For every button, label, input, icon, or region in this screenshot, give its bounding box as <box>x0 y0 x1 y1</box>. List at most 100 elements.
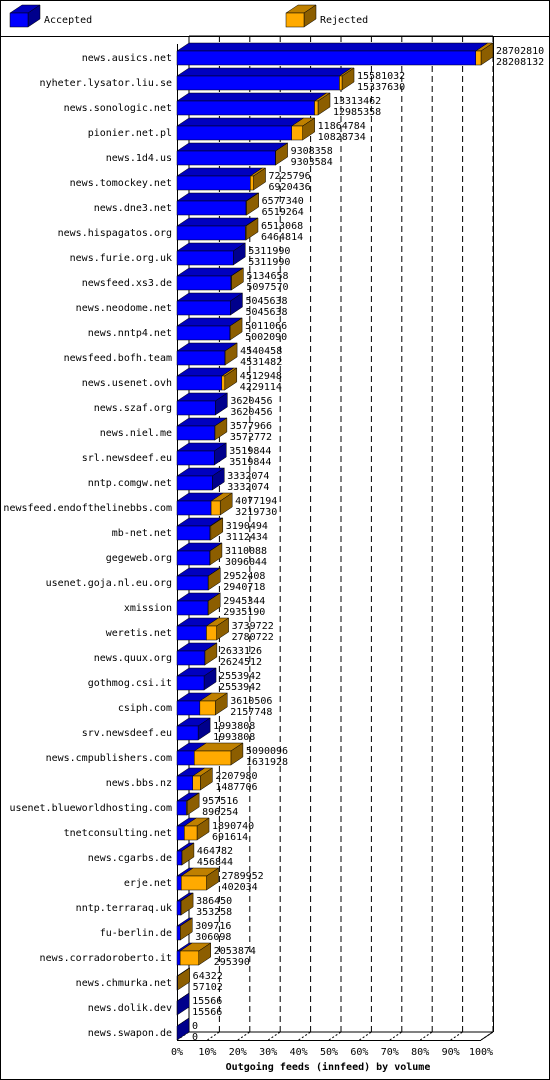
tick-mark <box>359 1031 372 1041</box>
tick-mark <box>207 1031 220 1041</box>
bar-rejected <box>179 950 200 966</box>
accepted-label: 9303584 <box>291 157 333 168</box>
bar-accepted <box>176 750 195 766</box>
total-label: 0 <box>192 1021 198 1032</box>
category-label: news.furie.org.uk <box>70 253 172 264</box>
total-label: 1890740 <box>212 821 254 832</box>
category-label: news.sonologic.net <box>64 103 172 114</box>
total-label: 2553942 <box>219 671 261 682</box>
total-label: 4512948 <box>240 371 282 382</box>
bar-accepted <box>176 350 226 366</box>
accepted-label: 28208132 <box>496 57 544 68</box>
bar-accepted <box>176 150 276 166</box>
bar-accepted <box>176 125 292 141</box>
accepted-label: 5311990 <box>248 257 290 268</box>
total-label: 5011066 <box>245 321 287 332</box>
accepted-label: 6519264 <box>262 207 304 218</box>
category-label: xmission <box>124 603 172 614</box>
accepted-label: 3332074 <box>227 482 269 493</box>
accepted-label: 3219730 <box>235 507 277 518</box>
bar-rejected <box>475 50 482 66</box>
category-label: srl.newsdeef.eu <box>82 453 172 464</box>
accepted-label: 2935190 <box>223 607 265 618</box>
category-label: newsfeed.bofh.team <box>64 353 172 364</box>
bar-rejected <box>291 125 303 141</box>
bar-rejected <box>199 700 216 716</box>
accepted-label: 1993808 <box>213 732 255 743</box>
total-label: 2952408 <box>223 571 265 582</box>
total-label: 309716 <box>195 921 231 932</box>
legend-label: Accepted <box>44 15 92 26</box>
category-label: news.dolik.dev <box>88 1003 172 1014</box>
total-label: 6513068 <box>261 221 303 232</box>
bar-rejected <box>314 100 319 116</box>
bar-accepted-top <box>176 142 289 152</box>
bar-accepted <box>176 100 315 116</box>
accepted-label: 4531482 <box>240 357 282 368</box>
category-label: news.cgarbs.de <box>88 853 172 864</box>
accepted-label: 2940718 <box>223 582 265 593</box>
tick-mark <box>450 1031 463 1041</box>
bar-rejected <box>206 625 217 641</box>
x-tick-label: 100% <box>469 1047 493 1058</box>
bar-rejected <box>221 375 226 391</box>
total-label: 4077194 <box>235 496 277 507</box>
total-label: 3577966 <box>230 421 272 432</box>
total-label: 3332074 <box>227 471 269 482</box>
bar-accepted <box>176 175 251 191</box>
category-label: news.1d4.us <box>106 153 172 164</box>
category-label: csiph.com <box>118 703 172 714</box>
accepted-label: 15337630 <box>357 82 405 93</box>
bar-accepted <box>176 425 216 441</box>
total-label: 2945344 <box>223 596 265 607</box>
total-label: 3610506 <box>230 696 272 707</box>
total-label: 64322 <box>193 971 223 982</box>
category-label: news.bbs.nz <box>106 778 172 789</box>
category-label: gegeweb.org <box>106 553 172 564</box>
total-label: 2633126 <box>220 646 262 657</box>
bar-accepted <box>176 950 181 966</box>
accepted-label: 12985358 <box>333 107 381 118</box>
total-label: 11864784 <box>318 121 366 132</box>
total-label: 3110088 <box>225 546 267 557</box>
category-label: nyheter.lysator.liu.se <box>40 78 172 89</box>
total-label: 4540458 <box>240 346 282 357</box>
accepted-label: 1487706 <box>215 782 257 793</box>
x-tick-label: 20% <box>229 1047 247 1058</box>
accepted-label: 5002090 <box>245 332 287 343</box>
category-label: nntp.comgw.net <box>88 478 172 489</box>
x-tick-label: 70% <box>381 1047 399 1058</box>
total-label: 5311990 <box>248 246 290 257</box>
accepted-label: 353258 <box>196 907 232 918</box>
bar-accepted <box>176 475 213 491</box>
bar-accepted <box>176 575 209 591</box>
bar-rejected <box>194 750 232 766</box>
accepted-label: 3620456 <box>230 407 272 418</box>
bar-accepted <box>176 650 206 666</box>
category-label: gothmog.csi.it <box>88 678 172 689</box>
accepted-label: 3572772 <box>230 432 272 443</box>
bar-rejected <box>209 525 212 541</box>
accepted-label: 6920436 <box>269 182 311 193</box>
category-label: weretis.net <box>106 628 172 639</box>
bar-rejected <box>186 800 188 816</box>
total-label: 3190494 <box>226 521 268 532</box>
bar-accepted <box>176 800 187 816</box>
bar-accepted <box>176 75 340 91</box>
x-tick-label: 0% <box>171 1047 183 1058</box>
total-label: 15581032 <box>357 71 405 82</box>
total-label: 5090096 <box>246 746 288 757</box>
category-label: news.usenet.ovh <box>82 378 172 389</box>
bar-accepted-top <box>176 117 305 127</box>
bar-accepted <box>176 500 212 516</box>
category-label: news.szaf.org <box>94 403 172 414</box>
category-label: pionier.net.pl <box>88 128 172 139</box>
category-label: news.swapon.de <box>88 1028 172 1039</box>
tick-mark <box>480 1031 494 1041</box>
accepted-label: 2157748 <box>230 707 272 718</box>
total-label: 6577340 <box>262 196 304 207</box>
total-label: 3739722 <box>232 621 274 632</box>
category-label: news.ausics.net <box>82 53 172 64</box>
bar-accepted-top <box>176 192 259 202</box>
category-label: newsfeed.endofthelinebbs.com <box>3 503 172 514</box>
